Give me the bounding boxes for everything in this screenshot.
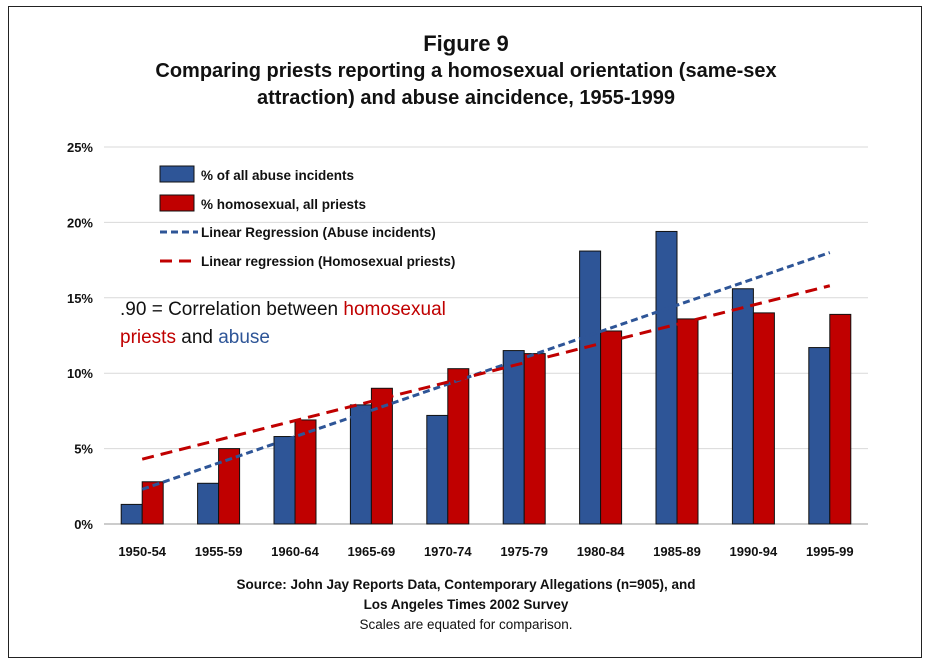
bar-homosexual-1965-69	[370, 387, 393, 525]
x-tick-label: 1985-89	[653, 544, 701, 559]
chart-title-block: Figure 9 Comparing priests reporting a h…	[0, 30, 932, 112]
x-tick-label: 1960-64	[271, 544, 319, 559]
bar-homosexual-1985-89	[676, 318, 699, 525]
legend-label-0: % of all abuse incidents	[201, 168, 354, 183]
chart-title-line-2: attraction) and abuse aincidence, 1955-1…	[257, 87, 675, 109]
bar-abuse-1950-54	[120, 503, 143, 525]
legend-trend-label-1: Linear regression (Homosexual priests)	[201, 254, 455, 269]
bar-abuse-1975-79	[502, 350, 525, 525]
y-tick-label: 20%	[67, 215, 93, 230]
bar-homosexual-1955-59	[218, 448, 241, 525]
bar-abuse-1985-89	[655, 230, 678, 525]
x-tick-label: 1965-69	[348, 544, 396, 559]
correlation-value: .90	[120, 299, 147, 320]
figure-label: Figure 9	[423, 31, 509, 56]
chart-title-line-1: Comparing priests reporting a homosexual…	[155, 60, 777, 82]
x-tick-label: 1950-54	[118, 544, 166, 559]
bar-abuse-1990-94	[731, 288, 754, 525]
bar-homosexual-1995-99	[829, 313, 852, 525]
source-note: Scales are equated for comparison.	[359, 617, 573, 632]
x-tick-label: 1970-74	[424, 544, 472, 559]
bar-abuse-1955-59	[197, 482, 220, 525]
correlation-and: and	[175, 327, 219, 348]
bar-abuse-1995-99	[808, 347, 831, 525]
correlation-sep: = Correlation between	[146, 299, 344, 320]
y-tick-label: 10%	[67, 366, 93, 381]
y-tick-label: 0%	[74, 517, 93, 532]
bar-homosexual-1960-64	[294, 419, 317, 525]
bar-homosexual-1970-74	[447, 368, 470, 525]
legend-label-1: % homosexual, all priests	[201, 197, 366, 212]
bar-homosexual-1980-84	[600, 330, 623, 525]
x-tick-label: 1975-79	[500, 544, 548, 559]
y-axis-ticks: 0% 5% 10% 15% 20% 25%	[67, 140, 93, 532]
bar-homosexual-1975-79	[523, 353, 546, 525]
y-tick-label: 5%	[74, 442, 93, 457]
bar-homosexual-1990-94	[752, 312, 775, 525]
correlation-word-priests: priests	[120, 327, 176, 348]
trendlines	[141, 251, 831, 491]
trendline-abuse	[141, 251, 831, 491]
legend: % of all abuse incidents % homosexual, al…	[159, 165, 455, 269]
bars	[120, 230, 852, 525]
x-tick-label: 1995-99	[806, 544, 854, 559]
y-tick-label: 25%	[67, 140, 93, 155]
source-block: Source: John Jay Reports Data, Contempor…	[0, 575, 932, 635]
x-axis-ticks: 1950-54 1955-59 1960-64 1965-69 1970-74 1975-…	[118, 544, 853, 559]
legend-swatch-0	[159, 165, 195, 183]
bar-abuse-1965-69	[349, 404, 372, 525]
x-tick-label: 1980-84	[577, 544, 625, 559]
bar-abuse-1980-84	[579, 250, 602, 525]
correlation-annotation: .90 = Correlation between homosexual prie…	[120, 296, 500, 352]
y-tick-label: 15%	[67, 291, 93, 306]
trendline-homosexual	[141, 284, 831, 461]
bar-homosexual-1950-54	[141, 481, 164, 525]
source-line-1: Source: John Jay Reports Data, Contempor…	[236, 577, 696, 592]
correlation-word-homosexual: homosexual	[343, 299, 446, 320]
source-line-2: Los Angeles Times 2002 Survey	[363, 597, 569, 612]
legend-trend-label-0: Linear Regression (Abuse incidents)	[201, 225, 436, 240]
x-tick-label: 1955-59	[195, 544, 243, 559]
bar-abuse-1960-64	[273, 436, 296, 525]
x-tick-label: 1990-94	[730, 544, 778, 559]
legend-swatch-1	[159, 194, 195, 212]
correlation-word-abuse: abuse	[218, 327, 271, 348]
bar-abuse-1970-74	[426, 414, 449, 525]
